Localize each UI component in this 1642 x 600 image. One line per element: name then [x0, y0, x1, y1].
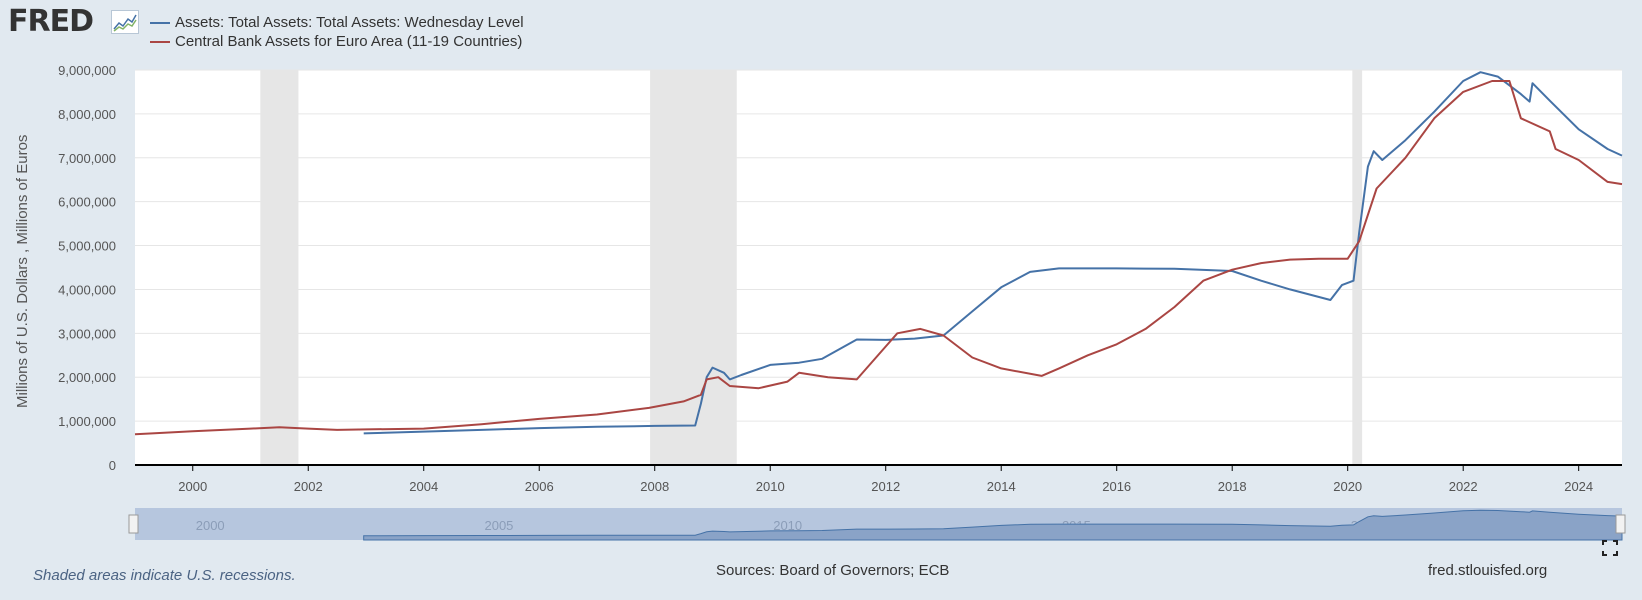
- legend-label-assets: Assets: Total Assets: Total Assets: Wedn…: [175, 14, 524, 31]
- fred-graph-icon: [111, 10, 139, 34]
- y-tick-label: 7,000,000: [58, 151, 116, 166]
- y-tick-label: 2,000,000: [58, 370, 116, 385]
- y-tick-label: 5,000,000: [58, 239, 116, 254]
- x-tick-label: 2024: [1564, 479, 1593, 494]
- x-tick-label: 2018: [1218, 479, 1247, 494]
- x-tick-label: 2008: [640, 479, 669, 494]
- y-tick-label: 0: [109, 458, 116, 473]
- series-line-euro-assets[interactable]: [134, 80, 1623, 436]
- legend-item-assets[interactable]: Assets: Total Assets: Total Assets: Wedn…: [150, 13, 524, 32]
- plot-background: [135, 70, 1622, 464]
- navigator-handle-left[interactable]: [128, 514, 139, 534]
- y-tick-label: 8,000,000: [58, 107, 116, 122]
- y-tick-label: 1,000,000: [58, 414, 116, 429]
- legend-swatch-assets: [150, 21, 170, 24]
- y-tick-label: 6,000,000: [58, 195, 116, 210]
- x-tick-label: 2002: [294, 479, 323, 494]
- recession-band: [650, 70, 737, 465]
- fullscreen-icon[interactable]: [1602, 540, 1618, 556]
- range-navigator[interactable]: 20002005201020152020: [128, 508, 1626, 541]
- x-tick-label: 2012: [871, 479, 900, 494]
- x-tick-label: 2010: [756, 479, 785, 494]
- chart-legend: Assets: Total Assets: Total Assets: Wedn…: [150, 13, 524, 51]
- legend-label-euro: Central Bank Assets for Euro Area (11-19…: [175, 33, 523, 50]
- recession-band: [1352, 70, 1363, 465]
- site-link[interactable]: fred.stlouisfed.org: [1428, 562, 1548, 579]
- navigator-tick-label: 2010: [773, 518, 802, 533]
- x-tick-label: 2016: [1102, 479, 1131, 494]
- legend-swatch-euro: [150, 40, 170, 43]
- x-tick-label: 2000: [178, 479, 207, 494]
- y-tick-label: 4,000,000: [58, 282, 116, 297]
- legend-item-euro[interactable]: Central Bank Assets for Euro Area (11-19…: [150, 32, 524, 51]
- navigator-tick-label: 2005: [484, 518, 513, 533]
- x-tick-label: 2020: [1333, 479, 1362, 494]
- x-tick-label: 2022: [1449, 479, 1478, 494]
- y-tick-label: 9,000,000: [58, 63, 116, 78]
- fred-logo[interactable]: FRED: [8, 4, 94, 39]
- x-tick-label: 2004: [409, 479, 438, 494]
- source-text: Sources: Board of Governors; ECB: [716, 562, 950, 579]
- navigator-area: [363, 509, 1623, 541]
- recession-band: [260, 70, 299, 465]
- navigator-handle-right[interactable]: [1615, 514, 1626, 534]
- x-tick-label: 2006: [525, 479, 554, 494]
- navigator-tick-label: 2000: [196, 518, 225, 533]
- recession-note: Shaded areas indicate U.S. recessions.: [33, 567, 296, 584]
- y-tick-label: 3,000,000: [58, 326, 116, 341]
- x-tick-label: 2014: [987, 479, 1016, 494]
